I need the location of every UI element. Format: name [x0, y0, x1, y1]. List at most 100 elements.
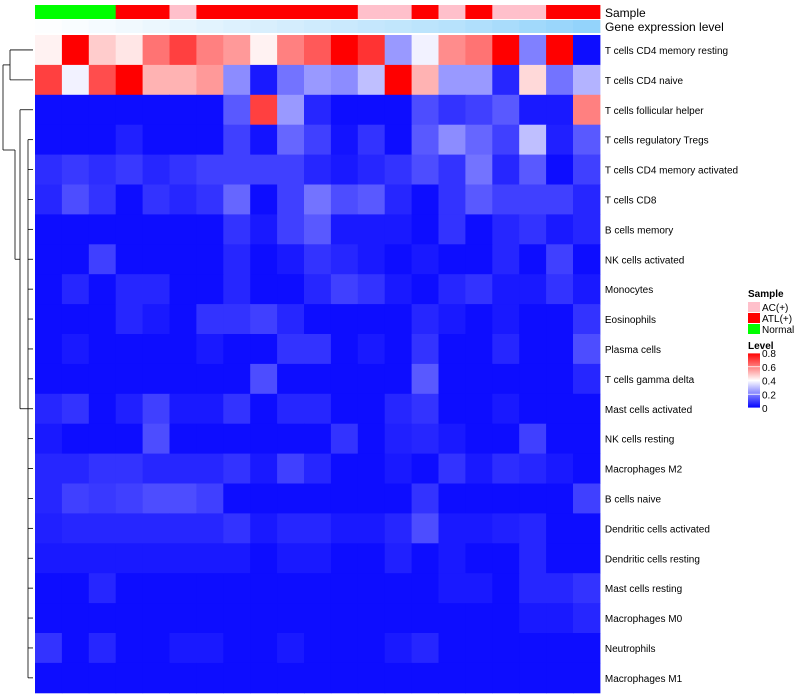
legend-level-ticks: 0.8 0.6 0.4 0.2 0 — [748, 349, 776, 415]
heatmap-cell — [573, 274, 601, 305]
heatmap-cell — [573, 214, 601, 245]
heatmap-cells — [35, 35, 601, 694]
row-label: B cells naive — [605, 494, 662, 505]
heatmap-cell — [169, 184, 197, 215]
expression-annotation-cell — [250, 20, 278, 33]
heatmap-cell — [492, 393, 520, 425]
heatmap-cell — [546, 184, 574, 215]
heatmap-cell — [357, 184, 386, 215]
heatmap-cell — [304, 94, 332, 126]
expression-annotation-cell — [88, 20, 117, 33]
heatmap-cell — [88, 423, 117, 455]
heatmap-cell — [169, 603, 197, 634]
heatmap-cell — [384, 274, 413, 305]
heatmap-cell — [492, 154, 520, 185]
heatmap-cell — [142, 483, 170, 514]
heatmap-cell — [115, 573, 144, 604]
heatmap-cell — [438, 423, 466, 455]
heatmap-cell — [277, 363, 305, 395]
heatmap-cell — [115, 304, 144, 335]
heatmap-cell — [115, 363, 144, 395]
heatmap-cell — [330, 64, 359, 96]
heatmap-cell — [223, 304, 251, 335]
heatmap-cell — [223, 483, 251, 514]
heatmap-cell — [35, 304, 63, 335]
heatmap-cell — [519, 184, 547, 215]
heatmap-cell — [250, 483, 278, 514]
row-label: T cells CD8 — [605, 195, 657, 206]
heatmap-cell — [304, 573, 332, 604]
heatmap-cell — [115, 662, 144, 694]
expression-annotation-cell — [411, 20, 439, 33]
heatmap-cell — [384, 244, 413, 275]
heatmap-cell — [492, 304, 520, 335]
heatmap-cell — [223, 334, 251, 365]
heatmap-cell — [438, 64, 466, 96]
heatmap-cell — [250, 662, 278, 694]
legend-entry-label: Normal — [762, 325, 794, 336]
heatmap-cell — [277, 64, 305, 96]
heatmap-cell — [115, 64, 144, 96]
expression-annotation-cell — [519, 20, 547, 33]
heatmap-cell — [304, 423, 332, 455]
heatmap-cell — [196, 543, 224, 574]
heatmap-cell — [115, 483, 144, 514]
heatmap-cell — [142, 423, 170, 455]
heatmap-cell — [411, 35, 439, 66]
heatmap-cell — [169, 363, 197, 395]
row-label: Dendritic cells activated — [605, 524, 710, 535]
heatmap-cell — [546, 573, 574, 604]
heatmap-cell — [277, 423, 305, 455]
heatmap-cell — [277, 184, 305, 215]
heatmap-cell — [169, 393, 197, 425]
expression-annotation-cell — [465, 20, 493, 33]
heatmap-cell — [465, 334, 493, 365]
heatmap-cell — [277, 214, 305, 245]
heatmap-cell — [169, 64, 197, 96]
heatmap-cell — [492, 633, 520, 664]
heatmap-cell — [384, 94, 413, 126]
heatmap-cell — [223, 363, 251, 395]
heatmap-cell — [35, 483, 63, 514]
heatmap-cell — [438, 483, 466, 514]
heatmap-cell — [35, 393, 63, 425]
heatmap-cell — [142, 304, 170, 335]
heatmap-cell — [88, 64, 117, 96]
heatmap-cell — [88, 543, 117, 574]
heatmap-cell — [384, 513, 413, 544]
heatmap-cell — [546, 543, 574, 574]
expression-annotation-cell — [304, 20, 332, 33]
heatmap-cell — [465, 423, 493, 455]
heatmap-cell — [546, 124, 574, 156]
expression-annotation-cell — [169, 20, 197, 33]
heatmap-cell — [492, 573, 520, 604]
heatmap-cell — [115, 94, 144, 126]
heatmap-cell — [357, 543, 386, 574]
heatmap-cell — [573, 334, 601, 365]
heatmap-cell — [492, 124, 520, 156]
legend: Sample AC(+)ATL(+)Normal Level 0.8 0.6 0.4… — [748, 289, 794, 415]
heatmap-cell — [115, 453, 144, 484]
heatmap-cell — [519, 35, 547, 66]
heatmap-cell — [546, 35, 574, 66]
heatmap-cell — [304, 184, 332, 215]
heatmap-cell — [223, 603, 251, 634]
heatmap-cell — [357, 662, 386, 694]
heatmap-cell — [492, 543, 520, 574]
heatmap-cell — [492, 453, 520, 484]
heatmap-cell — [438, 543, 466, 574]
heatmap-cell — [250, 304, 278, 335]
heatmap-cell — [169, 573, 197, 604]
heatmap-cell — [169, 633, 197, 664]
heatmap-cell — [61, 543, 90, 574]
heatmap-cell — [250, 513, 278, 544]
heatmap-cell — [115, 393, 144, 425]
heatmap-cell — [492, 423, 520, 455]
heatmap-cell — [277, 483, 305, 514]
heatmap-cell — [546, 304, 574, 335]
heatmap-cell — [546, 423, 574, 455]
heatmap-cell — [115, 154, 144, 185]
heatmap-cell — [88, 453, 117, 484]
expression-annotation-cell — [357, 20, 386, 33]
heatmap-cell — [357, 124, 386, 156]
